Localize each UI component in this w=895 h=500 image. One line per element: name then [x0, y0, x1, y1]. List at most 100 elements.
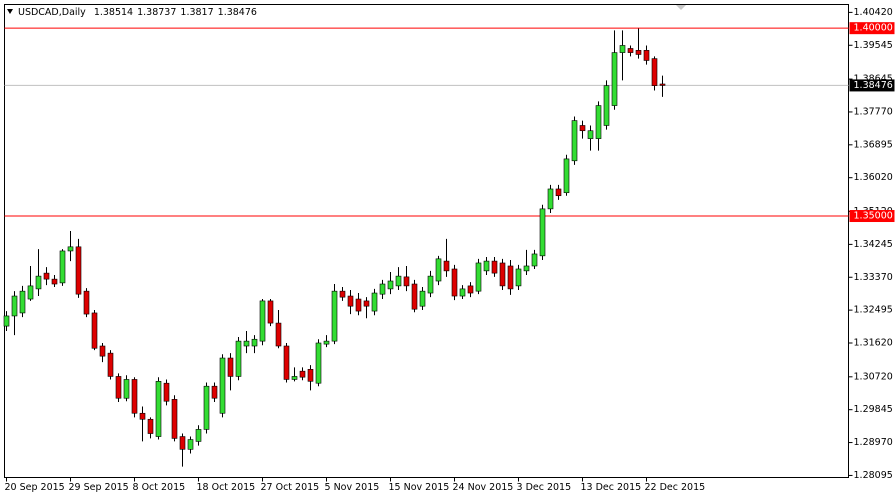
candle-body — [123, 379, 130, 399]
candle-body — [147, 418, 154, 434]
candle-body — [195, 429, 202, 442]
y-tick-label: 1.33370 — [854, 272, 893, 283]
candle-body — [659, 83, 666, 86]
candle-body — [331, 290, 338, 342]
candle-body — [387, 280, 394, 290]
candle-body — [227, 357, 234, 377]
candle-body — [131, 379, 138, 414]
level-label-box — [849, 22, 895, 35]
candle-body — [171, 399, 178, 439]
candle-body — [339, 290, 346, 298]
candle-body — [283, 345, 290, 380]
x-tick-label: 3 Dec 2015 — [517, 482, 572, 493]
candle-body — [523, 265, 530, 272]
y-tick-label: 1.36895 — [854, 139, 893, 150]
candle-body — [547, 188, 554, 210]
candle-body — [539, 208, 546, 257]
chart-header: USDCAD,Daily 1.38514 1.38737 1.3817 1.38476 — [18, 7, 257, 18]
candle-body — [635, 50, 642, 55]
y-tick-label: 1.29845 — [854, 404, 893, 415]
candle-body — [515, 268, 522, 287]
x-tick-label: 20 Sep 2015 — [5, 482, 65, 493]
candle-body — [299, 370, 306, 378]
candle-body — [371, 292, 378, 312]
candle-body — [451, 268, 458, 297]
candle-body — [59, 250, 66, 284]
y-tick-label: 1.38645 — [854, 74, 893, 85]
y-tick-label: 1.32495 — [854, 305, 893, 316]
candle-body — [579, 125, 586, 132]
bid-label: 1.38476 — [854, 80, 893, 91]
candle-body — [611, 52, 618, 106]
candle-body — [139, 412, 146, 420]
candle-body — [427, 275, 434, 294]
x-tick-label: 8 Oct 2015 — [133, 482, 186, 493]
candle-body — [179, 436, 186, 450]
x-tick-label: 13 Dec 2015 — [581, 482, 642, 493]
candle-body — [603, 85, 610, 126]
candle-body — [619, 45, 626, 53]
candle-body — [251, 338, 258, 347]
candle-body — [315, 342, 322, 384]
level-label: 1.35000 — [854, 211, 893, 222]
candle-body — [3, 315, 10, 327]
x-tick-label: 5 Nov 2015 — [325, 482, 380, 493]
header-open: 1.38514 — [94, 7, 133, 18]
candle-body — [235, 340, 242, 377]
candle-body — [35, 275, 42, 290]
y-tick-label: 1.31620 — [854, 338, 893, 349]
candle-body — [115, 376, 122, 399]
candle-body — [187, 439, 194, 450]
candle-body — [75, 246, 82, 295]
candle-body — [219, 357, 226, 414]
candle-body — [651, 58, 658, 86]
y-tick-label: 1.37770 — [854, 106, 893, 117]
candle-body — [347, 295, 354, 307]
plot-frame — [4, 4, 849, 478]
candle-body — [19, 290, 26, 314]
x-tick-label: 15 Nov 2015 — [389, 482, 450, 493]
candle-body — [627, 48, 634, 53]
candle-body — [163, 382, 170, 402]
candle-body — [203, 385, 210, 430]
candle-body — [411, 283, 418, 310]
y-tick-label: 1.28095 — [854, 470, 893, 481]
y-tick-label: 1.36020 — [854, 172, 893, 183]
candle-body — [67, 246, 74, 252]
candle-body — [419, 290, 426, 307]
candle-body — [443, 260, 450, 272]
candle-body — [259, 300, 266, 342]
candle-body — [595, 105, 602, 139]
candle-body — [459, 288, 466, 297]
x-tick-label: 18 Oct 2015 — [197, 482, 256, 493]
candle-body — [107, 352, 114, 377]
candle-body — [211, 385, 218, 399]
header-close: 1.38476 — [218, 7, 257, 18]
symbol: USDCAD,Daily — [18, 7, 86, 18]
candle-body — [99, 345, 106, 357]
y-tick-label: 1.34245 — [854, 239, 893, 250]
candle-body — [395, 275, 402, 287]
candle-body — [435, 258, 442, 282]
bid-label-box — [849, 79, 895, 92]
header-low: 1.3817 — [180, 7, 213, 18]
candle-body — [507, 265, 514, 290]
candle-body — [563, 158, 570, 194]
x-tick-label: 27 Oct 2015 — [261, 482, 320, 493]
candle-body — [587, 130, 594, 139]
menu-arrow[interactable] — [7, 9, 13, 14]
candle-body — [555, 188, 562, 197]
candle-body — [155, 381, 162, 437]
level-label: 1.40000 — [854, 23, 893, 34]
candle-body — [51, 278, 58, 285]
candle-body — [91, 312, 98, 349]
x-tick-label: 29 Sep 2015 — [69, 482, 129, 493]
candle-body — [323, 340, 330, 345]
header-high: 1.38737 — [137, 7, 176, 18]
shift-marker[interactable] — [676, 5, 686, 10]
candle-body — [27, 285, 34, 300]
candle-body — [643, 50, 650, 61]
candle-body — [307, 368, 314, 382]
